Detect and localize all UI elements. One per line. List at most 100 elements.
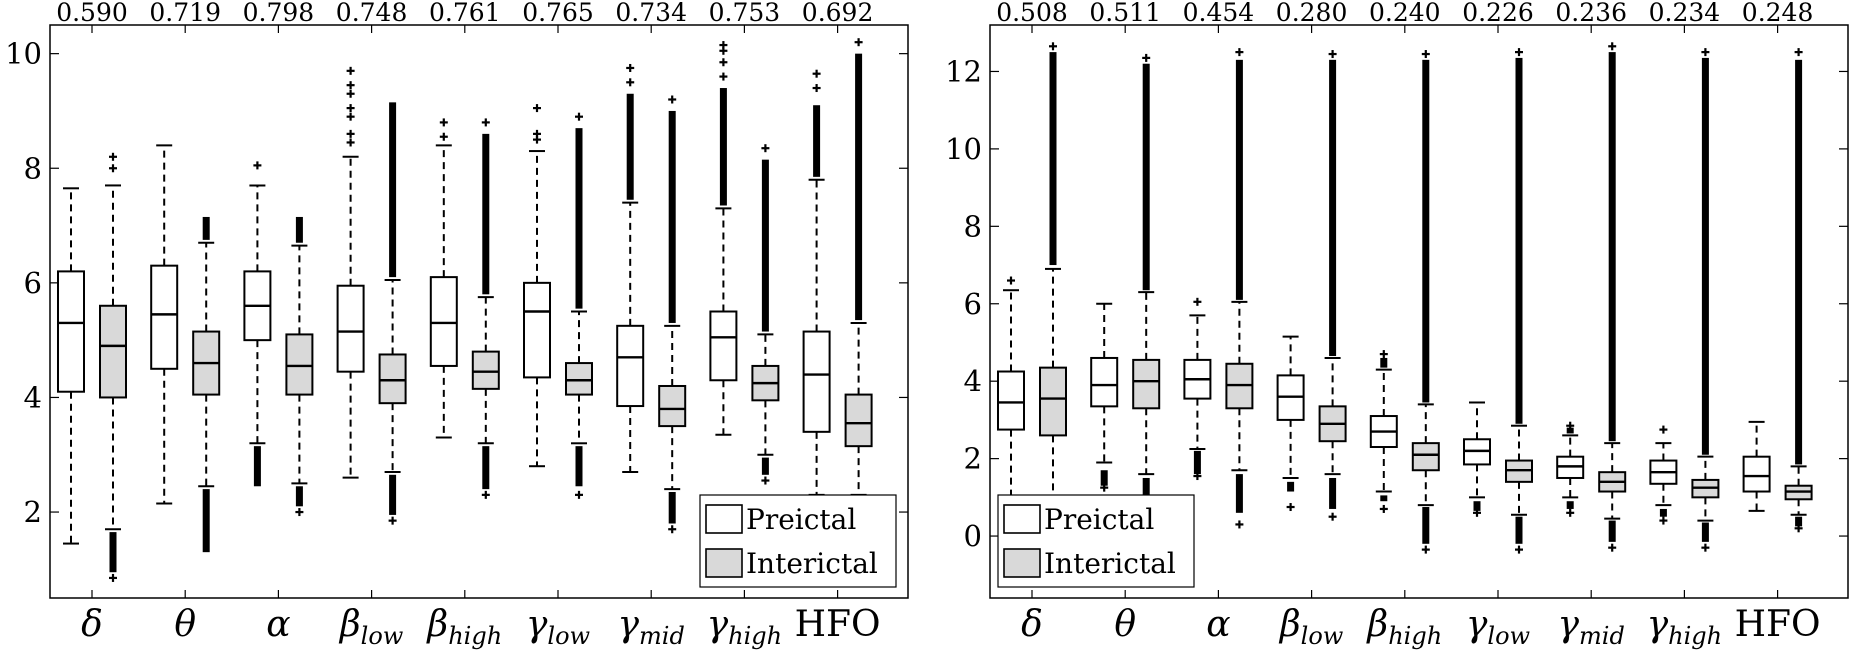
x-category-base: θ — [1114, 604, 1136, 645]
y-tick-label: 6 — [964, 287, 982, 321]
x-category-label: γlow — [1466, 604, 1531, 650]
outlier-point — [719, 41, 728, 50]
legend-swatch-preictal — [705, 504, 743, 534]
x-category-subscript: mid — [639, 622, 685, 650]
outlier-point — [761, 144, 770, 153]
preictal-box — [150, 144, 179, 505]
interictal-box — [1505, 48, 1533, 554]
outlier-band-low — [1515, 516, 1523, 544]
outlier-band-low — [761, 457, 769, 475]
outlier-point — [575, 112, 583, 121]
outlier-band-low — [1380, 495, 1388, 502]
iqr-box — [150, 264, 179, 370]
interictal-box — [751, 144, 780, 485]
x-category-label: βlow — [1278, 604, 1344, 650]
interictal-box — [471, 118, 500, 499]
y-tick-label: 4 — [964, 364, 982, 398]
interictal-box — [1132, 53, 1161, 504]
interictal-box — [99, 152, 127, 582]
top-value-label: 0.734 — [615, 0, 687, 27]
interictal-box — [1691, 48, 1720, 552]
x-category-subscript: low — [547, 622, 590, 650]
outlier-band-low — [202, 489, 210, 553]
outlier-point — [1142, 53, 1151, 62]
preictal-box — [429, 118, 458, 439]
iqr-box — [57, 270, 85, 393]
outlier-point — [668, 95, 677, 104]
outlier-point — [1421, 50, 1430, 59]
outlier-point — [109, 164, 117, 173]
preictal-box — [1183, 297, 1212, 481]
outlier-band-high — [1329, 59, 1337, 357]
outlier-point — [1421, 545, 1430, 554]
x-category-label: HFO — [795, 604, 881, 645]
y-tick-label: 6 — [24, 266, 42, 300]
iqr-box — [1039, 366, 1067, 437]
outlier-point — [719, 58, 728, 67]
preictal-box — [616, 63, 645, 473]
x-category-label: γlow — [526, 604, 591, 650]
outlier-band-high — [295, 216, 303, 243]
x-category-subscript: low — [1487, 622, 1530, 650]
outlier-point — [575, 490, 583, 499]
legend-label-interictal: Interictal — [746, 547, 878, 580]
outlier-point — [668, 525, 677, 534]
outlier-point — [1235, 520, 1244, 529]
x-category-label: γmid — [618, 604, 685, 650]
top-value-label: 0.590 — [56, 0, 128, 27]
preictal-box — [997, 276, 1025, 510]
x-category-base: α — [266, 604, 290, 645]
top-value-label: 0.226 — [1462, 0, 1534, 27]
left-panel: 2468100.590δ0.719θ0.798α0.748βlow0.761βh… — [5, 0, 909, 650]
x-category-subscript: high — [728, 622, 782, 650]
outlier-point — [346, 89, 355, 98]
legend: Preictal Interictal — [699, 494, 897, 588]
y-tick-label: 10 — [945, 132, 982, 166]
top-value-label: 0.753 — [709, 0, 781, 27]
x-category-base: δ — [1021, 604, 1043, 645]
legend-swatch-interictal — [1003, 548, 1041, 578]
x-category-base: γ — [1647, 604, 1669, 645]
y-tick-label: 0 — [964, 519, 982, 553]
interictal-box — [1225, 48, 1254, 529]
outlier-band-high — [1795, 59, 1803, 465]
x-category-label: βlow — [338, 604, 404, 650]
outlier-band-high — [1049, 52, 1057, 266]
top-value-label: 0.234 — [1649, 0, 1721, 27]
outlier-point — [1794, 524, 1803, 533]
outlier-band-low — [1659, 508, 1667, 517]
outlier-band-low — [482, 446, 490, 490]
outlier-band-high — [575, 128, 583, 309]
interictal-box — [1784, 48, 1813, 533]
outlier-band-low — [253, 446, 261, 487]
top-value-label: 0.240 — [1369, 0, 1441, 27]
outlier-point — [388, 516, 397, 525]
outlier-point — [1659, 425, 1668, 434]
outlier-band-low — [1142, 477, 1150, 498]
top-value-label: 0.248 — [1742, 0, 1814, 27]
outlier-point — [1193, 472, 1202, 481]
outlier-point — [854, 38, 863, 47]
outlier-point — [719, 72, 728, 81]
y-tick-label: 4 — [24, 380, 42, 414]
interictal-box — [1411, 50, 1440, 554]
outlier-point — [1566, 421, 1575, 430]
outlier-point — [533, 129, 541, 138]
outlier-band-low — [1235, 474, 1243, 513]
interictal-box — [192, 216, 221, 553]
outlier-point — [1701, 48, 1710, 57]
x-category-base: HFO — [1735, 604, 1821, 645]
x-category-subscript: low — [361, 622, 404, 650]
iqr-box — [429, 276, 458, 367]
preictal-box — [1276, 335, 1305, 512]
outlier-band-high — [626, 93, 634, 200]
top-value-label: 0.719 — [149, 0, 221, 27]
interictal-box — [285, 216, 314, 517]
interictal-box — [844, 38, 873, 496]
outlier-point — [346, 138, 355, 147]
iqr-box — [709, 310, 738, 382]
outlier-band-high — [389, 102, 397, 278]
outlier-point — [346, 104, 355, 113]
outlier-band-high — [1566, 427, 1574, 434]
x-category-subscript: high — [448, 622, 502, 650]
